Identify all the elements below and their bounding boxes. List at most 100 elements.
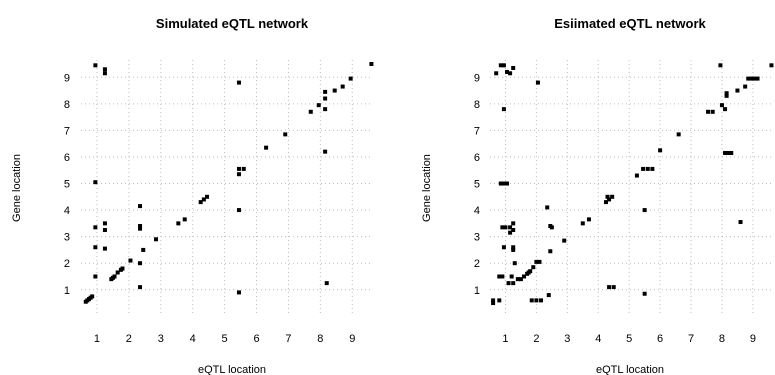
data-point — [706, 109, 711, 114]
data-point — [153, 237, 158, 242]
data-point — [501, 63, 506, 68]
y-tick-label: 2 — [64, 258, 70, 270]
y-tick-label: 6 — [64, 152, 70, 164]
data-point — [316, 103, 321, 108]
data-point — [182, 217, 187, 222]
data-point — [650, 166, 655, 171]
data-point — [676, 132, 681, 137]
data-point — [508, 225, 513, 230]
data-point — [511, 245, 516, 250]
data-point — [112, 274, 117, 279]
data-point — [522, 274, 527, 279]
y-tick-label: 7 — [474, 125, 480, 137]
data-point — [138, 226, 143, 231]
y-tick-label: 5 — [64, 179, 70, 191]
data-point — [198, 200, 203, 205]
data-point — [323, 149, 328, 154]
data-point — [102, 67, 107, 72]
x-tick-label: 6 — [657, 333, 663, 345]
data-point — [509, 274, 514, 279]
data-point — [505, 181, 510, 186]
data-point — [610, 194, 615, 199]
data-point — [236, 290, 241, 295]
points-simulated — [83, 61, 374, 304]
data-point — [115, 270, 120, 275]
data-point — [738, 220, 743, 225]
y-tick-label: 4 — [474, 205, 480, 217]
data-point — [719, 103, 724, 108]
data-point — [611, 285, 616, 290]
data-point — [723, 107, 728, 112]
y-tick-label: 9 — [474, 72, 480, 84]
data-point — [102, 221, 107, 226]
x-tick-label: 7 — [285, 333, 291, 345]
data-point — [511, 65, 516, 70]
data-point — [535, 80, 540, 85]
x-tick-label: 5 — [222, 333, 228, 345]
data-point — [491, 298, 496, 303]
y-tick-label: 7 — [64, 125, 70, 137]
data-point — [607, 285, 612, 290]
data-point — [93, 245, 98, 250]
data-point — [518, 277, 523, 282]
data-point — [723, 150, 728, 155]
data-point — [562, 238, 567, 243]
data-point — [308, 109, 313, 114]
data-point — [501, 107, 506, 112]
data-point — [749, 76, 754, 81]
data-point — [724, 91, 729, 96]
data-point — [500, 225, 505, 230]
grid-estimated — [490, 60, 773, 315]
data-point — [508, 71, 513, 76]
data-point — [332, 88, 337, 93]
y-tick-label: 3 — [474, 232, 480, 244]
data-point — [494, 71, 499, 76]
y-ticks-simulated: 1 2 3 4 5 6 7 8 9 — [64, 72, 70, 297]
data-point — [501, 245, 506, 250]
data-point — [710, 109, 715, 114]
data-point — [603, 200, 608, 205]
data-point — [283, 132, 288, 137]
x-tick-label: 8 — [719, 333, 725, 345]
y-axis-label-simulated: Gene location — [11, 154, 23, 222]
data-point — [138, 261, 143, 266]
data-point — [642, 208, 647, 213]
data-point — [752, 76, 757, 81]
data-point — [512, 261, 517, 266]
x-tick-label: 4 — [595, 333, 601, 345]
x-tick-label: 7 — [688, 333, 694, 345]
data-point — [501, 181, 506, 186]
data-point — [90, 294, 95, 299]
data-point — [548, 249, 553, 254]
data-point — [503, 225, 508, 230]
x-ticks-simulated: 1 2 3 4 5 6 7 8 9 — [94, 333, 355, 345]
data-point — [549, 225, 554, 230]
data-point — [645, 166, 650, 171]
x-tick-label: 3 — [158, 333, 164, 345]
data-point — [586, 217, 591, 222]
y-ticks-estimated: 1 2 3 4 5 6 7 8 9 — [474, 72, 480, 297]
x-tick-label: 5 — [626, 333, 632, 345]
data-point — [498, 181, 503, 186]
data-point — [236, 208, 241, 213]
data-point — [508, 230, 513, 235]
data-point — [323, 96, 328, 101]
data-point — [497, 274, 502, 279]
data-point — [534, 259, 539, 264]
data-point — [340, 84, 345, 89]
x-axis-label-simulated: eQTL location — [198, 364, 266, 375]
data-point — [236, 80, 241, 85]
data-point — [735, 88, 740, 93]
data-point — [729, 150, 734, 155]
chart-title-estimated: Esiimated eQTL network — [554, 16, 706, 31]
data-point — [641, 166, 646, 171]
data-point — [511, 247, 516, 252]
estimated-network-panel: Esiimated eQTL network 1 2 3 4 5 6 7 8 9 1 2 3 4 5 6 7… — [421, 16, 774, 375]
data-point — [498, 63, 503, 68]
chart-title-simulated: Simulated eQTL network — [156, 16, 309, 31]
x-ticks-estimated: 1 2 3 4 5 6 7 8 9 — [502, 333, 756, 345]
data-point — [176, 221, 181, 226]
data-point — [500, 274, 505, 279]
data-point — [746, 76, 751, 81]
data-point — [539, 298, 544, 303]
